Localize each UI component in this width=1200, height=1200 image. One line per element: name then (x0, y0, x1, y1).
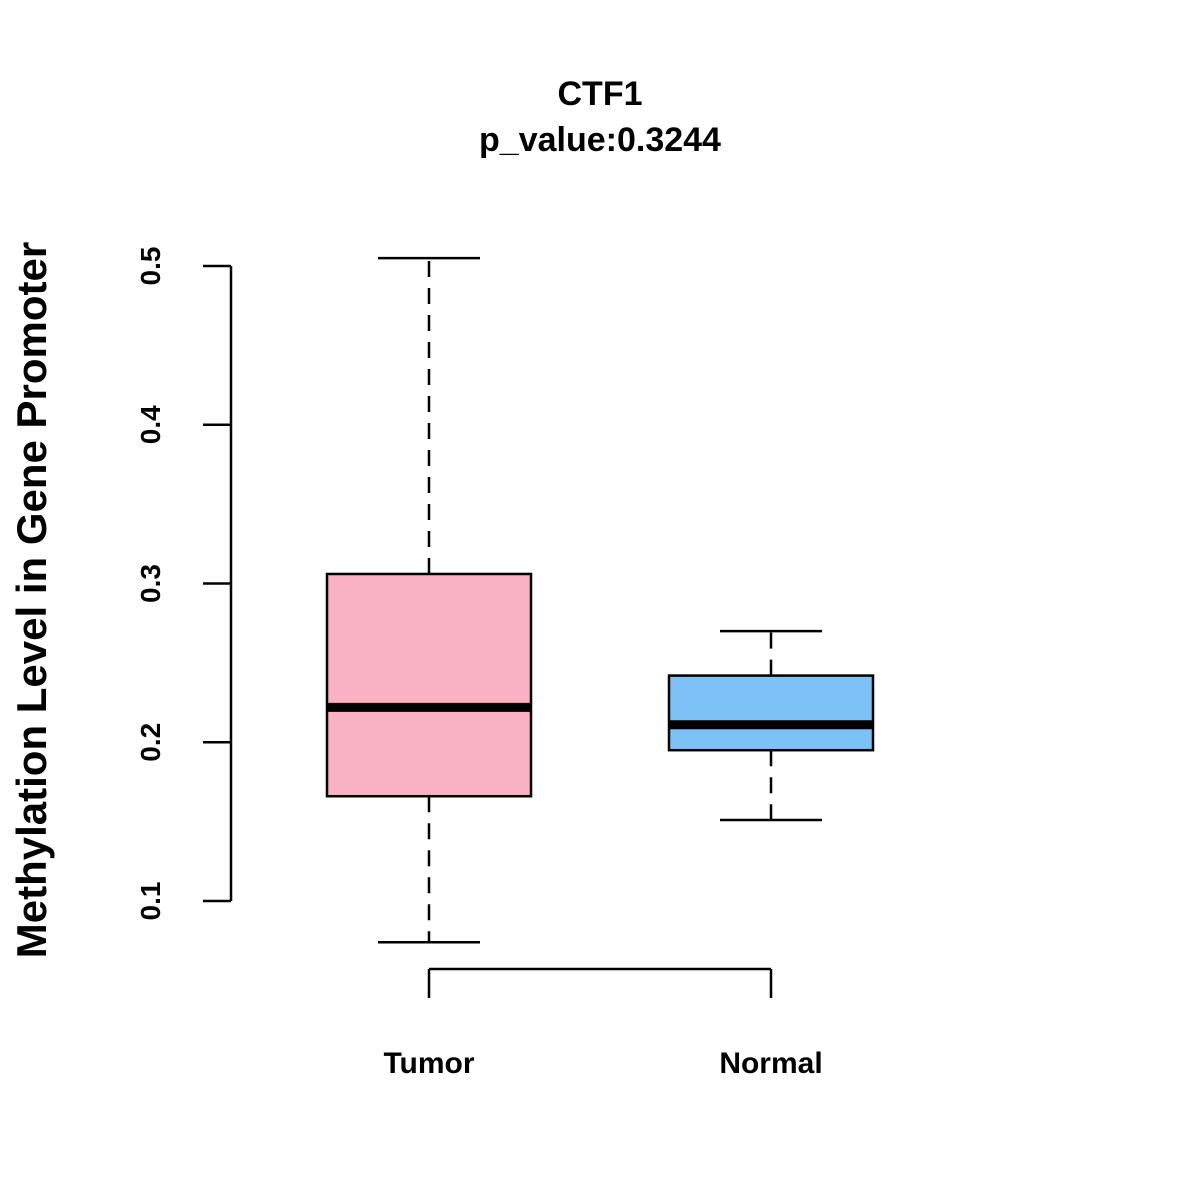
box-group (325, 256, 875, 944)
box-tumor (325, 256, 533, 944)
x-axis: Tumor Normal (383, 967, 823, 1080)
y-tick-label: 0.3 (135, 564, 166, 603)
chart-subtitle: p_value:0.3244 (479, 121, 721, 159)
iqr-box (667, 674, 875, 752)
y-axis: 0.1 0.2 0.3 0.4 0.5 (135, 247, 233, 921)
box-normal (667, 629, 875, 822)
y-tick-label: 0.5 (135, 247, 166, 286)
x-category-label: Normal (719, 1047, 822, 1080)
x-category-label: Tumor (383, 1047, 474, 1080)
y-tick-label: 0.1 (135, 882, 166, 921)
y-tick-label: 0.2 (135, 723, 166, 762)
chart-title: CTF1 (558, 75, 643, 113)
iqr-box (325, 572, 533, 798)
y-axis-label: Methylation Level in Gene Promoter (8, 242, 55, 958)
y-tick-label: 0.4 (135, 405, 166, 444)
